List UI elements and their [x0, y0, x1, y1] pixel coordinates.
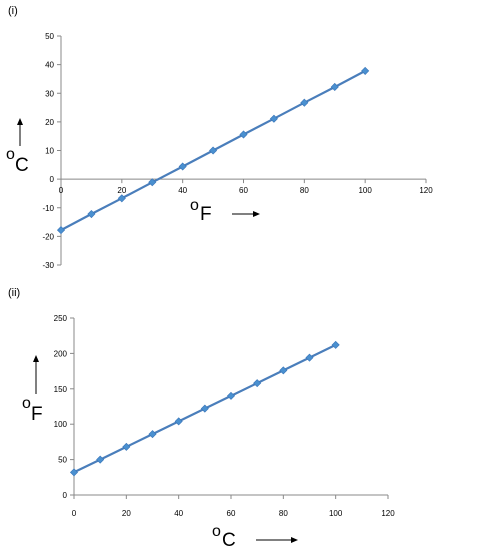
- y-tick-label: 30: [45, 89, 54, 98]
- data-point-marker: [56, 226, 66, 235]
- y-tick-label: 250: [54, 314, 68, 323]
- y-tick-label: 100: [54, 420, 68, 429]
- data-point-marker: [226, 391, 236, 400]
- y-tick-label: 10: [45, 147, 54, 156]
- x-tick-label: 40: [174, 509, 183, 518]
- x-tick-label: 20: [117, 186, 126, 195]
- data-point-marker: [96, 455, 105, 464]
- x-tick-label: 60: [227, 509, 236, 518]
- x-tick-label: 80: [279, 509, 288, 518]
- x-tick-label: 80: [300, 186, 309, 195]
- data-point-marker: [174, 417, 183, 426]
- x-tick-label: 100: [329, 509, 343, 518]
- y-tick-label: 20: [45, 118, 54, 127]
- data-point-marker: [331, 340, 340, 349]
- data-point-marker: [122, 442, 131, 451]
- y-tick-label: 40: [45, 61, 54, 70]
- data-point-marker: [279, 366, 288, 375]
- y-tick-label: 50: [45, 32, 54, 41]
- x-axis-arrow-head: [253, 211, 260, 217]
- data-point-marker: [148, 178, 157, 187]
- y-tick-label: -30: [42, 261, 54, 270]
- x-tick-label: 0: [72, 509, 77, 518]
- y-axis-title: C: [15, 155, 29, 176]
- data-point-marker: [253, 379, 262, 388]
- panel-label: (ii): [8, 287, 20, 299]
- data-point-marker: [117, 194, 126, 203]
- y-tick-label: 0: [63, 491, 68, 500]
- data-point-marker: [330, 82, 339, 91]
- x-axis-degree-symbol: o: [190, 197, 199, 214]
- y-axis-arrow-head: [33, 355, 39, 362]
- x-axis-title: F: [200, 204, 212, 225]
- y-axis-degree-symbol: o: [6, 146, 15, 163]
- x-axis-degree-symbol: o: [212, 523, 221, 540]
- y-tick-label: 50: [58, 456, 67, 465]
- data-point-marker: [148, 430, 157, 439]
- panel-label: (i): [8, 5, 18, 17]
- y-tick-label: -20: [42, 232, 54, 241]
- y-axis-title: F: [31, 404, 43, 425]
- x-tick-label: 100: [358, 186, 372, 195]
- x-tick-label: 60: [239, 186, 248, 195]
- x-tick-label: 0: [59, 186, 64, 195]
- data-point-marker: [305, 353, 314, 362]
- y-tick-label: 200: [54, 349, 68, 358]
- y-axis-degree-symbol: o: [22, 395, 31, 412]
- x-axis-title: C: [222, 530, 236, 551]
- y-axis-arrow-head: [17, 118, 23, 125]
- data-point-marker: [69, 468, 79, 477]
- x-tick-label: 20: [122, 509, 131, 518]
- data-point-marker: [300, 98, 309, 107]
- data-point-marker: [361, 66, 370, 75]
- y-tick-label: 0: [50, 175, 55, 184]
- y-tick-label: 150: [54, 385, 68, 394]
- data-point-marker: [269, 114, 278, 123]
- data-point-marker: [178, 162, 187, 171]
- data-point-marker: [239, 130, 248, 139]
- y-tick-label: -10: [42, 204, 54, 213]
- x-tick-label: 120: [381, 509, 395, 518]
- x-tick-label: 40: [178, 186, 187, 195]
- data-point-marker: [87, 210, 96, 219]
- x-tick-label: 120: [419, 186, 433, 195]
- data-point-marker: [209, 146, 218, 155]
- x-axis-arrow-head: [291, 537, 298, 543]
- data-point-marker: [200, 404, 209, 413]
